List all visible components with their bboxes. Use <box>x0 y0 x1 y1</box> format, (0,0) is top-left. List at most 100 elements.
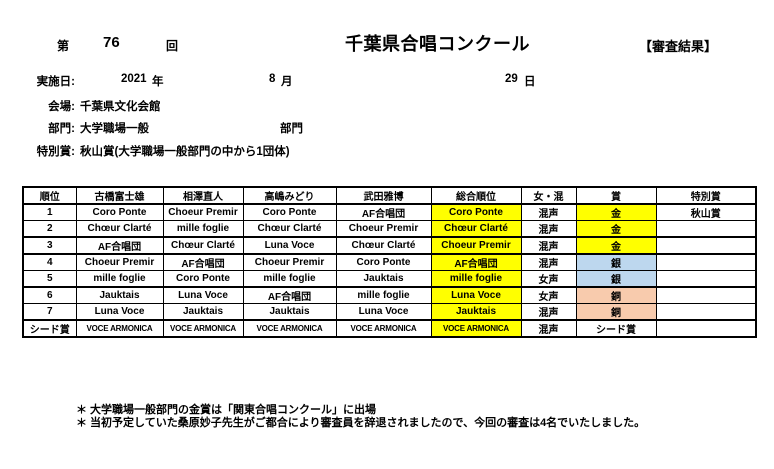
voice-type-cell: 混声 <box>520 253 577 271</box>
judge4-cell: AF合唱団 <box>335 203 432 221</box>
judge4-cell: Chœur Clarté <box>335 236 432 255</box>
judge1-cell: mille foglie <box>75 270 164 288</box>
judge2-cell: Choeur Premir <box>162 203 244 221</box>
judge4-cell: VOCE ARMONICA <box>335 319 432 338</box>
judge2-cell: Jauktais <box>162 303 244 321</box>
col-header-voice-type: 女・混 <box>520 186 577 205</box>
prize-cell: 金 <box>575 220 657 238</box>
footnote-2: ＊ 当初予定していた桑原妙子先生がご都合により審査員を辞退されましたので、今回の… <box>76 417 646 429</box>
col-header-prize: 賞 <box>575 186 657 205</box>
table-row-seed: シード賞 VOCE ARMONICA VOCE ARMONICA VOCE AR… <box>22 319 757 338</box>
rank-cell: 6 <box>22 286 77 304</box>
overall-cell: mille foglie <box>430 270 522 288</box>
voice-type-cell: 混声 <box>520 319 577 338</box>
judge4-cell: mille foglie <box>335 286 432 304</box>
judge3-cell: Coro Ponte <box>242 203 337 221</box>
prize-cell: 銅 <box>575 286 657 304</box>
special-cell <box>655 286 757 304</box>
voice-type-cell: 女声 <box>520 286 577 304</box>
col-header-judge2: 相澤直人 <box>162 186 244 205</box>
date-year: 2021 <box>121 73 147 85</box>
table-row: 5 mille foglie Coro Ponte mille foglie J… <box>22 270 757 288</box>
prize-cell: 銅 <box>575 303 657 321</box>
judge1-cell: VOCE ARMONICA <box>75 319 164 338</box>
voice-type-cell: 混声 <box>520 220 577 238</box>
prize-cell: 銀 <box>575 270 657 288</box>
judge3-cell: AF合唱団 <box>242 286 337 304</box>
judge3-cell: Choeur Premir <box>242 253 337 271</box>
special-cell <box>655 303 757 321</box>
special-award-value: 秋山賞(大学職場一般部門の中から1団体) <box>80 146 290 158</box>
col-header-judge3: 高嶋みどり <box>242 186 337 205</box>
judge2-cell: Chœur Clarté <box>162 236 244 255</box>
judge4-cell: Choeur Premir <box>335 220 432 238</box>
rank-cell: 4 <box>22 253 77 271</box>
judge1-cell: Jauktais <box>75 286 164 304</box>
date-year-unit: 年 <box>152 76 164 88</box>
table-row: 7 Luna Voce Jauktais Jauktais Luna Voce … <box>22 303 757 321</box>
judge4-cell: Luna Voce <box>335 303 432 321</box>
rank-cell: 7 <box>22 303 77 321</box>
overall-cell: Choeur Premir <box>430 236 522 255</box>
round-number: 76 <box>103 34 120 51</box>
rank-cell: 5 <box>22 270 77 288</box>
division-label: 部門: <box>48 123 75 135</box>
overall-cell: VOCE ARMONICA <box>430 319 522 338</box>
judge3-cell: VOCE ARMONICA <box>242 319 337 338</box>
table-row: 1 Coro Ponte Choeur Premir Coro Ponte AF… <box>22 203 757 221</box>
col-header-special: 特別賞 <box>655 186 757 205</box>
judge2-cell: AF合唱団 <box>162 253 244 271</box>
judge4-cell: Jauktais <box>335 270 432 288</box>
date-label: 実施日: <box>36 76 75 88</box>
date-month-unit: 月 <box>281 76 293 88</box>
footnote-1: ＊ 大学職場一般部門の金賞は「関東合唱コンクール」に出場 <box>76 404 377 416</box>
results-table: 順位 古橋富士雄 相澤直人 高嶋みどり 武田雅博 総合順位 女・混 賞 特別賞 … <box>22 186 757 338</box>
judge3-cell: Chœur Clarté <box>242 220 337 238</box>
special-cell <box>655 220 757 238</box>
col-header-overall: 総合順位 <box>430 186 522 205</box>
judge2-cell: VOCE ARMONICA <box>162 319 244 338</box>
judge3-cell: mille foglie <box>242 270 337 288</box>
overall-cell: AF合唱団 <box>430 253 522 271</box>
overall-cell: Coro Ponte <box>430 203 522 221</box>
table-row: 3 AF合唱団 Chœur Clarté Luna Voce Chœur Cla… <box>22 236 757 255</box>
date-day: 29 <box>505 73 518 85</box>
table-row: 6 Jauktais Luna Voce AF合唱団 mille foglie … <box>22 286 757 304</box>
division-unit: 部門 <box>280 123 303 135</box>
overall-cell: Chœur Clarté <box>430 220 522 238</box>
rank-cell: 3 <box>22 236 77 255</box>
special-cell: 秋山賞 <box>655 203 757 221</box>
overall-cell: Jauktais <box>430 303 522 321</box>
date-day-unit: 日 <box>524 76 536 88</box>
judge1-cell: Chœur Clarté <box>75 220 164 238</box>
voice-type-cell: 混声 <box>520 236 577 255</box>
judge1-cell: AF合唱団 <box>75 236 164 255</box>
overall-cell: Luna Voce <box>430 286 522 304</box>
round-prefix: 第 <box>57 39 70 53</box>
venue-value: 千葉県文化会館 <box>80 101 161 113</box>
judge1-cell: Choeur Premir <box>75 253 164 271</box>
prize-cell: 金 <box>575 203 657 221</box>
table-row: 2 Chœur Clarté mille foglie Chœur Clarté… <box>22 220 757 238</box>
voice-type-cell: 混声 <box>520 303 577 321</box>
table-header-row: 順位 古橋富士雄 相澤直人 高嶋みどり 武田雅博 総合順位 女・混 賞 特別賞 <box>22 186 757 205</box>
judge3-cell: Jauktais <box>242 303 337 321</box>
rank-cell: 2 <box>22 220 77 238</box>
judge2-cell: mille foglie <box>162 220 244 238</box>
venue-label: 会場: <box>48 101 75 113</box>
date-month: 8 <box>269 73 276 85</box>
rank-cell: シード賞 <box>22 319 77 338</box>
voice-type-cell: 混声 <box>520 203 577 221</box>
special-cell <box>655 270 757 288</box>
judge1-cell: Luna Voce <box>75 303 164 321</box>
col-header-judge1: 古橋富士雄 <box>75 186 164 205</box>
prize-cell: 金 <box>575 236 657 255</box>
special-award-label: 特別賞: <box>36 146 75 158</box>
round-suffix: 回 <box>166 39 179 53</box>
division-value: 大学職場一般 <box>80 123 149 135</box>
page-title: 千葉県合唱コンクール <box>345 34 530 54</box>
col-header-rank: 順位 <box>22 186 77 205</box>
rank-cell: 1 <box>22 203 77 221</box>
special-cell <box>655 319 757 338</box>
